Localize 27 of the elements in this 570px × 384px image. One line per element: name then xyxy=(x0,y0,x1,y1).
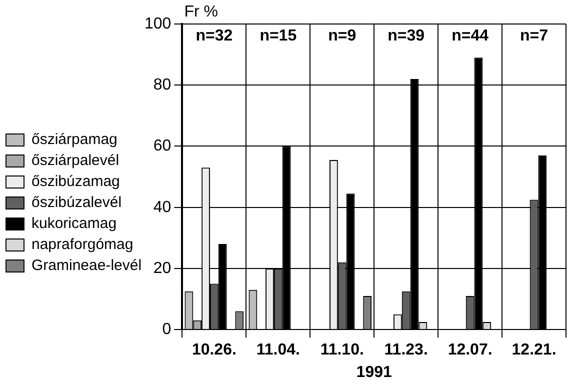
y-tick-label: 100 xyxy=(144,15,172,32)
x-tick-label: 12.21. xyxy=(512,342,556,359)
annotation: n=7 xyxy=(520,27,548,44)
legend-label: Gramineae-levél xyxy=(32,257,142,274)
annotation: n=32 xyxy=(196,27,233,44)
x-tick-label: 11.04. xyxy=(256,342,300,359)
x-axis-title: 1991 xyxy=(356,364,392,381)
legend-label: őszibúzamag xyxy=(32,173,120,190)
y-tick-label: 60 xyxy=(153,138,172,155)
y-tick-label: 80 xyxy=(153,76,172,94)
x-tick-label: 11.23. xyxy=(384,342,428,359)
annotation: n=39 xyxy=(388,27,425,44)
legend-label: ősziárpalevél xyxy=(32,152,120,170)
y-tick-label: 20 xyxy=(153,260,172,277)
legend-label: kukoricamag xyxy=(32,215,117,232)
annotation: n=44 xyxy=(452,27,489,44)
x-tick-label: 11.10. xyxy=(320,342,364,359)
y-tick-label: 0 xyxy=(162,321,172,338)
y-axis-title: Fr % xyxy=(184,3,218,20)
annotation: n=9 xyxy=(328,27,356,44)
annotation: n=15 xyxy=(260,27,297,44)
legend-label: napraforgómag xyxy=(32,236,134,254)
legend-label: ősziárpamag xyxy=(32,131,118,148)
x-tick-label: 10.26. xyxy=(192,342,236,359)
y-tick-label: 40 xyxy=(153,198,172,216)
x-tick-label: 12.07. xyxy=(448,342,492,359)
legend-label: őszibúzalevél xyxy=(32,194,122,212)
